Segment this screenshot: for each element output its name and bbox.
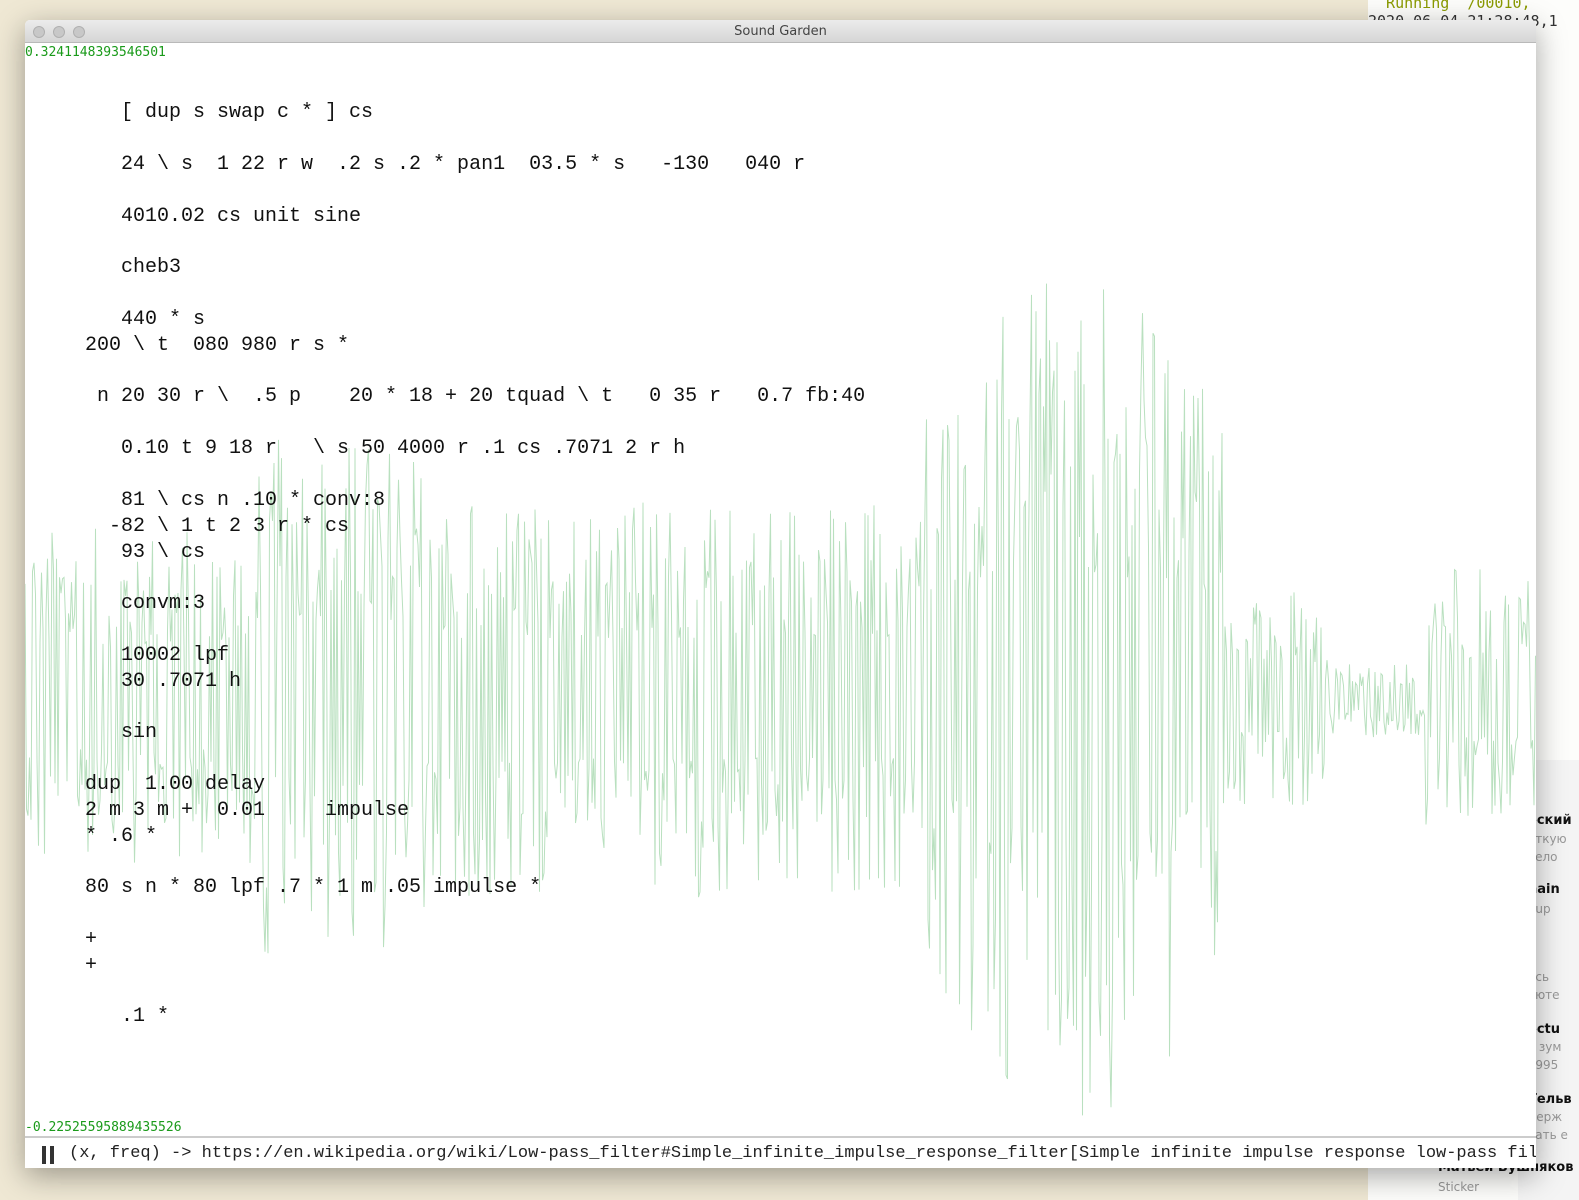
code-line[interactable]: [ dup s swap c * ] cs [85, 101, 374, 124]
chat-text: ectu [1528, 1022, 1560, 1037]
code-line[interactable]: + [85, 954, 98, 977]
scope-max-value: 0.3241148393546501 [25, 45, 166, 60]
code-line[interactable]: convm:3 [85, 592, 206, 615]
code-line[interactable]: 4010.02 cs unit sine [85, 205, 362, 228]
code-line[interactable]: 80 s n * 80 lpf .7 * 1 m .05 impulse * [85, 876, 542, 899]
code-line[interactable]: cheb3 [85, 256, 182, 279]
code-line[interactable]: 24 \ s 1 22 r w .2 s .2 * pan1 03.5 * s … [85, 153, 806, 176]
close-button[interactable] [33, 26, 45, 38]
code-line[interactable]: 81 \ cs n .10 * conv:8 [85, 489, 386, 512]
code-line[interactable]: 10002 lpf [85, 644, 230, 667]
code-line[interactable]: 30 .7071 h [85, 670, 242, 693]
chat-text: еский [1528, 813, 1572, 828]
zoom-button[interactable] [73, 26, 85, 38]
status-bar: (x, freq) -> https://en.wikipedia.org/wi… [25, 1136, 1536, 1168]
code-line[interactable]: 0.10 t 9 18 r \ s 50 4000 r .1 cs .7071 … [85, 437, 686, 460]
code-line[interactable]: * .6 * [85, 825, 158, 848]
chat-text: яткую [1528, 832, 1567, 846]
minimize-button[interactable] [53, 26, 65, 38]
scope-min-value: -0.22525595889435526 [25, 1120, 182, 1135]
code-line[interactable]: .1 * [85, 1005, 170, 1028]
title-bar[interactable]: Sound Garden [25, 20, 1536, 43]
waveform-trace [25, 283, 1536, 1116]
window-title: Sound Garden [734, 24, 827, 39]
pause-icon[interactable] [42, 1146, 54, 1164]
chat-text: держ [1528, 1110, 1563, 1124]
code-line[interactable]: + [85, 928, 98, 951]
code-line[interactable]: dup 1.00 delay [85, 773, 266, 796]
chat-text: Тельв [1528, 1092, 1572, 1107]
code-line[interactable]: 93 \ cs [85, 541, 206, 564]
terminal-line: Running /00010, [1368, 0, 1531, 12]
code-line[interactable]: 200 \ t 080 980 r s * [85, 334, 350, 357]
oscilloscope-waveform [25, 283, 1536, 1116]
code-line[interactable]: 2 m 3 m + 0.01 impulse [85, 799, 410, 822]
function-doc: (x, freq) -> https://en.wikipedia.org/wi… [69, 1144, 1536, 1163]
code-line[interactable]: -82 \ 1 t 2 3 r * cs [85, 515, 350, 538]
code-line[interactable]: n 20 30 r \ .5 p 20 * 18 + 20 tquad \ t … [85, 385, 866, 408]
code-line[interactable]: sin [85, 721, 158, 744]
sound-garden-window: Sound Garden 0.3241148393546501 -0.22525… [25, 20, 1536, 1168]
chat-text: Sticker [1438, 1180, 1480, 1194]
code-line[interactable]: 440 * s [85, 308, 206, 331]
